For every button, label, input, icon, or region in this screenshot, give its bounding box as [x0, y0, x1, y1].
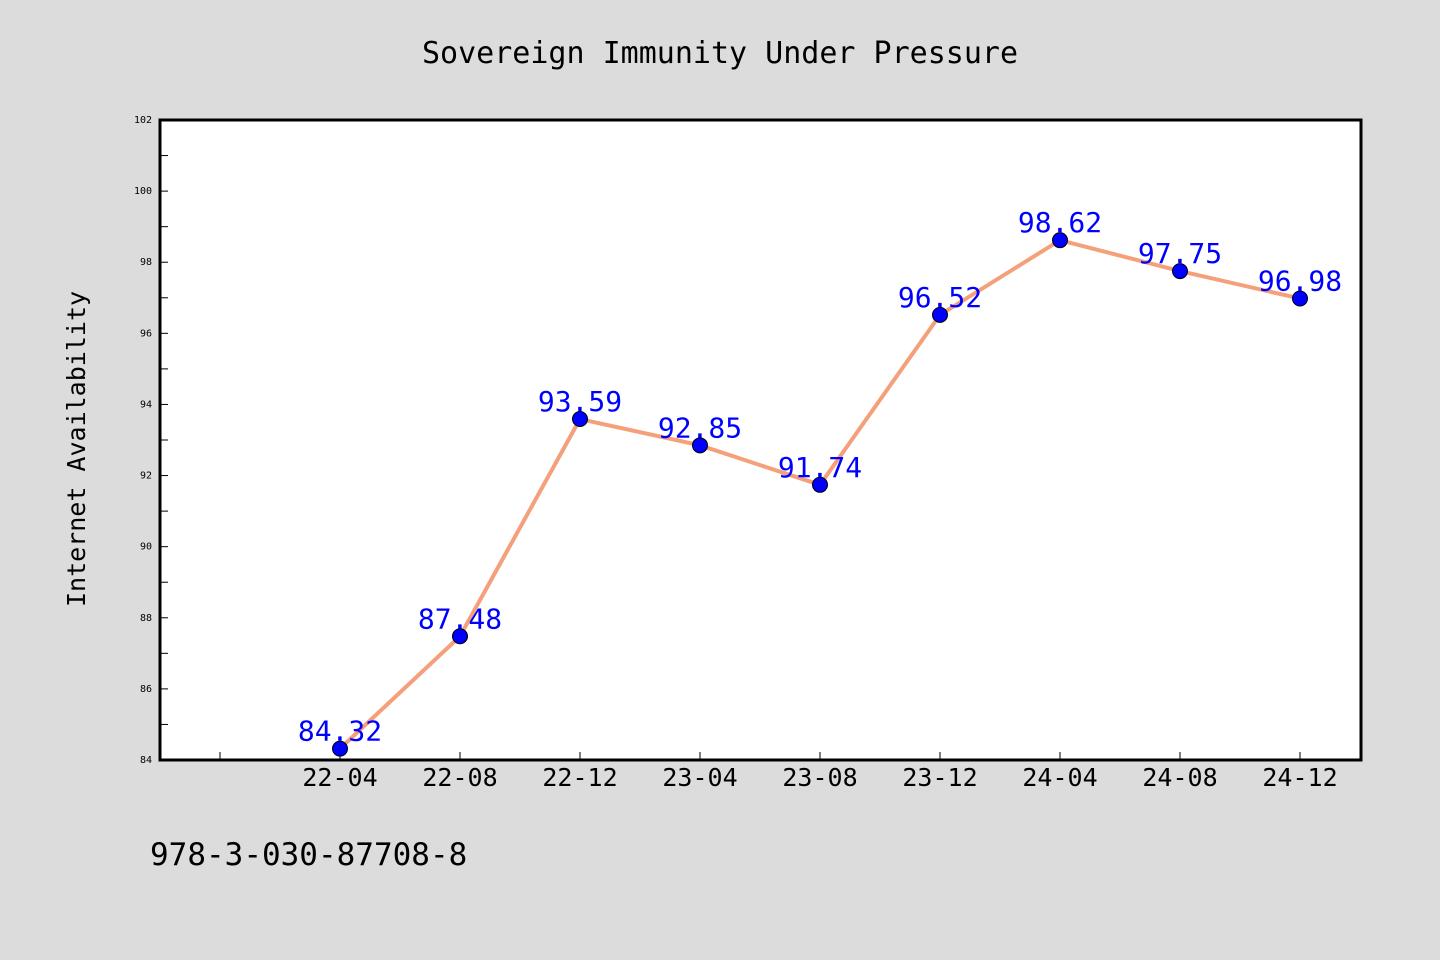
y-tick-label: 84 [140, 755, 152, 766]
y-axis-ticks: 84 86 88 90 92 94 96 98 100 102 [134, 115, 168, 766]
y-tick-label: 96 [140, 328, 152, 339]
y-axis-label: Internet Availability [62, 291, 91, 607]
y-tick-label: 88 [140, 613, 152, 624]
data-label: 87.48 [418, 602, 502, 635]
data-point-marker [452, 628, 468, 645]
data-point-marker [332, 740, 348, 757]
y-tick-label: 86 [140, 684, 152, 695]
x-tick-label: 24-12 [1262, 763, 1337, 792]
x-tick-label: 23-08 [782, 763, 857, 792]
y-tick-label: 100 [134, 186, 152, 197]
x-tick-label: 24-08 [1142, 763, 1217, 792]
data-labels-group: 84.32 87.48 93.59 92.85 91.74 96.52 98.62 97.75… [298, 206, 1342, 747]
y-tick-label: 92 [140, 471, 152, 482]
data-label: 92.85 [658, 411, 742, 444]
x-axis-ticks: 22-04 22-08 22-12 23-04 23-08 23-12 24-04 24-08… [219, 752, 1338, 792]
data-label: 98.62 [1018, 206, 1102, 239]
y-tick-label: 90 [140, 542, 152, 553]
data-label: 93.59 [538, 385, 622, 418]
chart-title: Sovereign Immunity Under Pressure [422, 36, 1018, 71]
x-tick-label: 23-04 [662, 763, 737, 792]
data-point-marker [1292, 290, 1308, 307]
data-label: 91.74 [778, 451, 862, 484]
data-point-marker [1052, 232, 1068, 249]
x-tick-label: 24-04 [1022, 763, 1097, 792]
data-label: 97.75 [1138, 237, 1222, 270]
data-point-marker [812, 476, 828, 493]
data-label: 96.52 [898, 281, 982, 314]
x-tick-label: 22-12 [542, 763, 617, 792]
y-tick-label: 94 [140, 399, 152, 410]
plot-area [158, 118, 1363, 762]
markers-group [332, 232, 1308, 757]
data-point-marker [1172, 263, 1188, 280]
data-label: 84.32 [298, 715, 382, 748]
y-tick-label: 102 [134, 115, 152, 126]
data-label: 96.98 [1258, 264, 1342, 297]
isbn-annotation: 978-3-030-87708-8 [150, 837, 467, 873]
x-tick-label: 22-08 [422, 763, 497, 792]
data-point-marker [692, 437, 708, 454]
x-tick-label: 23-12 [902, 763, 977, 792]
data-point-marker [572, 411, 588, 428]
x-tick-label: 22-04 [302, 763, 377, 792]
y-tick-label: 98 [140, 257, 152, 268]
data-point-marker [932, 306, 948, 323]
